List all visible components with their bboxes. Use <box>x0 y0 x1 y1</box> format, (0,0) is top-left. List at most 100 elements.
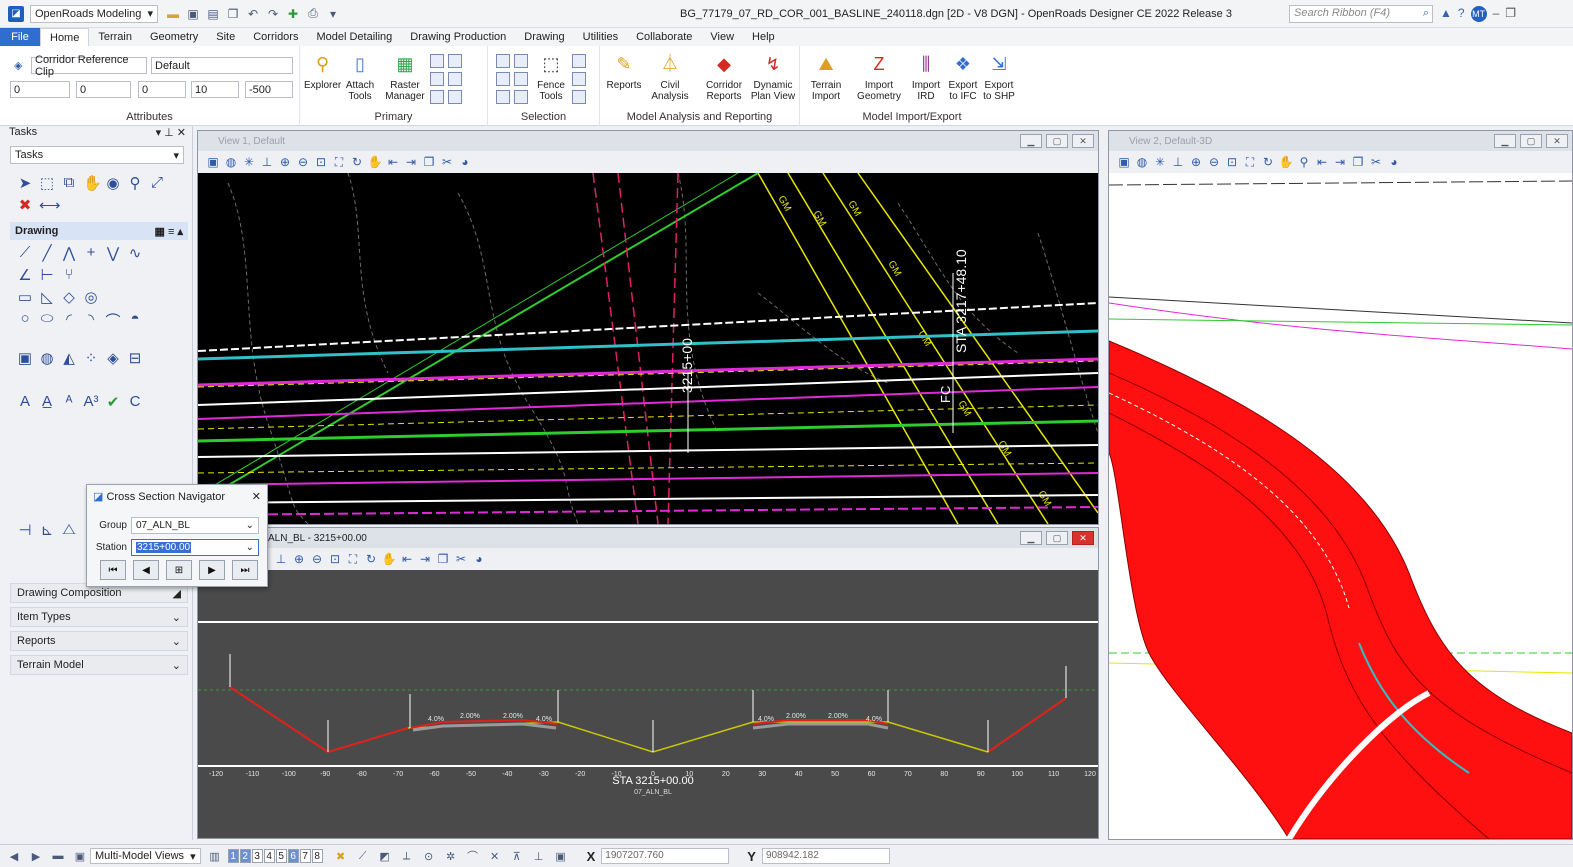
scatter-icon[interactable]: ⁘ <box>84 350 98 367</box>
raster-manager-button[interactable]: ▦ Raster Manager <box>382 50 428 103</box>
snap-parallel-icon[interactable]: ⊼ <box>512 850 521 863</box>
drawing-section-header[interactable]: Drawing ▦ ≡ ▴ <box>10 222 188 240</box>
ellipse-icon[interactable]: ⬭ <box>40 310 54 327</box>
explorer-button[interactable]: ⚲ Explorer <box>304 50 341 92</box>
clip-volume-icon[interactable]: ✂ <box>441 155 453 169</box>
menu-site[interactable]: Site <box>216 31 236 43</box>
model-icon[interactable]: ▬ <box>52 850 64 862</box>
view-previous-icon[interactable]: ⇤ <box>387 155 399 169</box>
customize-icon[interactable]: ▾ <box>329 6 337 21</box>
last-station-button[interactable]: ⏭ <box>232 560 258 580</box>
model-views-select[interactable]: Multi-Model Views ▾ <box>90 848 201 864</box>
select-arrow-icon[interactable]: ➤ <box>18 175 32 192</box>
close-icon[interactable]: ✕ <box>1072 531 1094 545</box>
next-station-button[interactable]: ▶ <box>199 560 225 580</box>
export-ifc-button[interactable]: ❖ Export to IFC <box>946 50 980 103</box>
curve-icon[interactable]: ⌒ <box>105 313 121 330</box>
menu-utilities[interactable]: Utilities <box>582 31 619 43</box>
terrain-import-button[interactable]: ⛰ Terrain Import <box>804 50 848 103</box>
table-view-button[interactable]: ⊞ <box>166 560 192 580</box>
copy-clipboard-icon[interactable] <box>572 72 586 86</box>
accordion-reports[interactable]: Reports ⌄ <box>10 631 188 651</box>
menu-drawing-production[interactable]: Drawing Production <box>410 31 507 43</box>
window-area-icon[interactable]: ⊡ <box>329 552 341 566</box>
zoom-box-icon[interactable]: ⤢ <box>150 174 163 191</box>
open-folder-icon[interactable]: ▬ <box>167 6 179 21</box>
view-toggle-5[interactable]: 5 <box>275 849 287 863</box>
walk-icon[interactable]: ⚲ <box>1299 155 1309 169</box>
view-toggle-8[interactable]: 8 <box>311 849 323 863</box>
library-icon[interactable]: ⊟ <box>128 350 142 367</box>
xsn-group-select[interactable]: 07_ALN_BL ⌄ <box>131 517 259 534</box>
small-tool-icon[interactable] <box>448 90 462 104</box>
light-icon[interactable]: ✳ <box>243 155 255 169</box>
previous-station-button[interactable]: ◀ <box>133 560 159 580</box>
snap-keypoint-icon[interactable]: ⟋ <box>358 849 367 862</box>
update-view-icon[interactable]: ⊥ <box>1172 155 1184 169</box>
cross-section-canvas[interactable]: 4.0% 2.00% 2.00% 4.0% 4.0% 2.00% 2.00% 4… <box>198 570 1098 838</box>
zoom-in-icon[interactable]: ⊕ <box>1190 155 1202 169</box>
linestyle-select[interactable]: 0 <box>138 81 186 98</box>
menu-file[interactable]: File <box>0 28 40 46</box>
clip-volume-icon[interactable]: ✂ <box>455 552 467 566</box>
close-icon[interactable]: ✕ <box>251 490 261 503</box>
copy-view-icon[interactable]: ❐ <box>423 155 435 169</box>
maximize-icon[interactable]: ▢ <box>1520 134 1542 148</box>
select-all-icon[interactable] <box>514 54 528 68</box>
app-icon[interactable]: ◪ <box>8 5 24 22</box>
first-station-button[interactable]: ⏮ <box>100 560 126 580</box>
bracket-icon[interactable]: ⊢ <box>40 267 54 284</box>
pin-icon[interactable]: ✚ <box>287 6 299 21</box>
avatar[interactable]: MT <box>1470 6 1487 22</box>
zoom-out-icon[interactable]: ⊖ <box>1208 155 1220 169</box>
small-tool-icon[interactable] <box>448 72 462 86</box>
point-icon[interactable]: + <box>86 244 96 261</box>
dim-align-icon[interactable]: ⧍ <box>62 521 76 538</box>
dim-linear-icon[interactable]: ⊣ <box>18 522 32 539</box>
snap-point-icon[interactable]: ⊥ <box>533 850 544 863</box>
menu-collaborate[interactable]: Collaborate <box>636 31 693 43</box>
close-icon[interactable]: ✕ <box>1546 134 1568 148</box>
view-attributes-icon[interactable]: ▣ <box>207 155 219 169</box>
rotate-view-icon[interactable]: ↻ <box>1262 155 1274 169</box>
snap-center-icon[interactable]: ⊙ <box>423 850 434 863</box>
polygon-icon[interactable]: ◺ <box>41 289 53 306</box>
view-next-icon[interactable]: ⇥ <box>1334 155 1346 169</box>
delete-icon[interactable]: ✖ <box>18 197 32 214</box>
snap-intersection-icon[interactable]: ✕ <box>489 850 500 863</box>
display-style-icon[interactable]: ◍ <box>1136 155 1148 169</box>
fill-icon[interactable]: ◈ <box>107 350 119 367</box>
search-ribbon-input[interactable]: Search Ribbon (F4) ⌕ <box>1289 5 1433 23</box>
accordion-terrain-model[interactable]: Terrain Model ⌄ <box>10 655 188 675</box>
transparency-select[interactable]: 10 <box>191 81 239 98</box>
accordion-item-types[interactable]: Item Types ⌄ <box>10 607 188 627</box>
minimize-icon[interactable]: ▁ <box>1020 134 1042 148</box>
text-note-icon[interactable]: A³ <box>83 393 99 410</box>
invert-selection-icon[interactable] <box>514 72 528 86</box>
menu-model-detailing[interactable]: Model Detailing <box>316 31 393 43</box>
rotate-view-icon[interactable]: ↻ <box>351 155 363 169</box>
zoom-in-icon[interactable]: ⊕ <box>279 155 291 169</box>
pan-view-icon[interactable]: ✋ <box>1278 155 1294 169</box>
group-icon[interactable]: ◭ <box>63 350 75 367</box>
fence-tools-button[interactable]: ⬚ Fence Tools <box>534 50 568 103</box>
circle-icon[interactable]: ○ <box>20 310 30 327</box>
close-icon[interactable]: ✕ <box>1072 134 1094 148</box>
half-ellipse-icon[interactable]: ◝ <box>88 311 94 328</box>
export-shp-button[interactable]: ⇲ Export to SHP <box>982 50 1016 103</box>
reports-button[interactable]: ✎ Reports <box>606 50 642 92</box>
polyline-icon[interactable]: ⋁ <box>106 245 120 262</box>
camera-icon[interactable]: ◕ <box>1390 155 1398 169</box>
save-icon[interactable]: ▣ <box>187 6 199 21</box>
notification-icon[interactable]: ▲ <box>1440 6 1452 20</box>
cross-section-navigator-dialog[interactable]: ◪ Cross Section Navigator ✕ Group 07_ALN… <box>86 484 268 587</box>
small-tool-icon[interactable] <box>448 54 462 68</box>
forward-icon[interactable]: ▶ <box>31 850 41 863</box>
place-line-icon[interactable]: ╱ <box>42 245 52 262</box>
paste-icon[interactable] <box>572 90 586 104</box>
rectangle-icon[interactable]: ▭ <box>17 289 33 306</box>
attach-tools-button[interactable]: ▯ Attach Tools <box>344 50 376 103</box>
snap-tangent-icon[interactable]: ⌒ <box>467 851 479 863</box>
small-tool-icon[interactable] <box>430 54 444 68</box>
menu-view[interactable]: View <box>710 31 735 43</box>
